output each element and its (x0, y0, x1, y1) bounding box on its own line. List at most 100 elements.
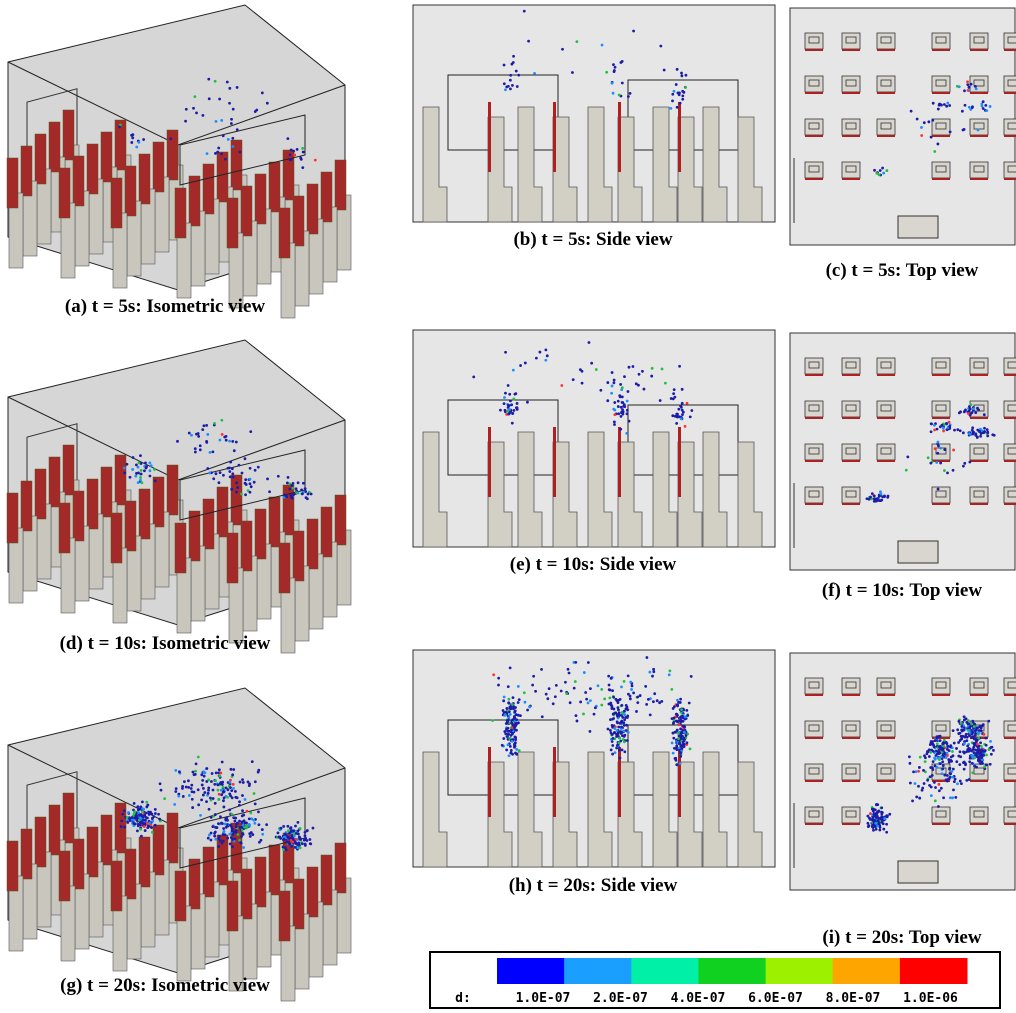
particle (213, 783, 216, 786)
particle (314, 159, 317, 162)
particle (230, 813, 233, 816)
particle (623, 734, 626, 737)
particle (939, 735, 942, 738)
particle (235, 481, 238, 484)
particle (621, 60, 624, 63)
chair-top (932, 401, 950, 417)
particle (652, 700, 655, 703)
particle (621, 748, 624, 751)
particle (149, 475, 152, 478)
particle (207, 789, 210, 792)
particle (945, 742, 948, 745)
chair-top (842, 807, 860, 823)
particle (613, 381, 616, 384)
particle (943, 448, 946, 451)
particle (301, 147, 304, 150)
particle (206, 152, 209, 155)
particle (612, 92, 615, 95)
particle (941, 767, 944, 770)
particle (219, 439, 222, 442)
particle (649, 713, 652, 716)
particle (689, 415, 692, 418)
particle (507, 698, 510, 701)
particle (681, 388, 684, 391)
particle (139, 828, 142, 831)
particle (609, 729, 612, 732)
particle (513, 711, 516, 714)
particle (572, 378, 575, 381)
particle (966, 83, 969, 86)
particle (672, 732, 675, 735)
particle (214, 80, 217, 83)
particle (970, 83, 973, 86)
particle (511, 723, 514, 726)
particle (975, 87, 978, 90)
particle (241, 472, 244, 475)
particle (614, 751, 617, 754)
particle (954, 778, 957, 781)
particle (968, 760, 971, 763)
particle (277, 475, 280, 478)
particle (959, 429, 962, 432)
particle (574, 680, 577, 683)
chair-back (227, 198, 238, 248)
particle (225, 439, 228, 442)
particle (243, 826, 246, 829)
particle (973, 765, 976, 768)
particle (911, 800, 914, 803)
particle (212, 797, 215, 800)
chair-back (111, 861, 122, 911)
particle (607, 728, 610, 731)
particle (608, 688, 611, 691)
particle (230, 118, 233, 121)
particle (593, 713, 596, 716)
chair-back (167, 813, 178, 863)
particle (143, 469, 146, 472)
particle (528, 706, 531, 709)
particle (511, 740, 514, 743)
particle (507, 384, 510, 387)
particle (971, 426, 974, 429)
particle (571, 71, 574, 74)
particle (515, 729, 518, 732)
chair-back (203, 847, 214, 897)
particle (200, 798, 203, 801)
particle (618, 722, 621, 725)
particle (610, 704, 613, 707)
particle (957, 741, 960, 744)
chair-back (101, 467, 112, 517)
particle (232, 783, 235, 786)
chair-top (805, 33, 823, 49)
particle (617, 734, 620, 737)
particle (988, 748, 991, 751)
particle (174, 769, 177, 772)
particle (626, 412, 629, 415)
particle (218, 481, 221, 484)
particle (659, 45, 662, 48)
particle (515, 70, 518, 73)
particle (258, 823, 261, 826)
particle (512, 696, 515, 699)
particle (668, 673, 671, 676)
particle (192, 771, 195, 774)
particle (509, 79, 512, 82)
particle (914, 782, 917, 785)
particle (214, 838, 217, 841)
particle (675, 763, 678, 766)
particle (929, 766, 932, 769)
particle (211, 450, 214, 453)
particle (937, 108, 940, 111)
particle (941, 772, 944, 775)
panel-caption: (h) t = 20s: Side view (509, 875, 678, 896)
chair-back (307, 184, 318, 234)
particle (603, 698, 606, 701)
particle (512, 369, 515, 372)
chair-top (1004, 119, 1016, 135)
particle (872, 829, 875, 832)
particle (123, 467, 126, 470)
particle (133, 812, 136, 815)
colorbar-swatch (833, 958, 901, 984)
particle (629, 92, 632, 95)
particle (149, 469, 152, 472)
panel-caption: (c) t = 5s: Top view (826, 260, 979, 281)
